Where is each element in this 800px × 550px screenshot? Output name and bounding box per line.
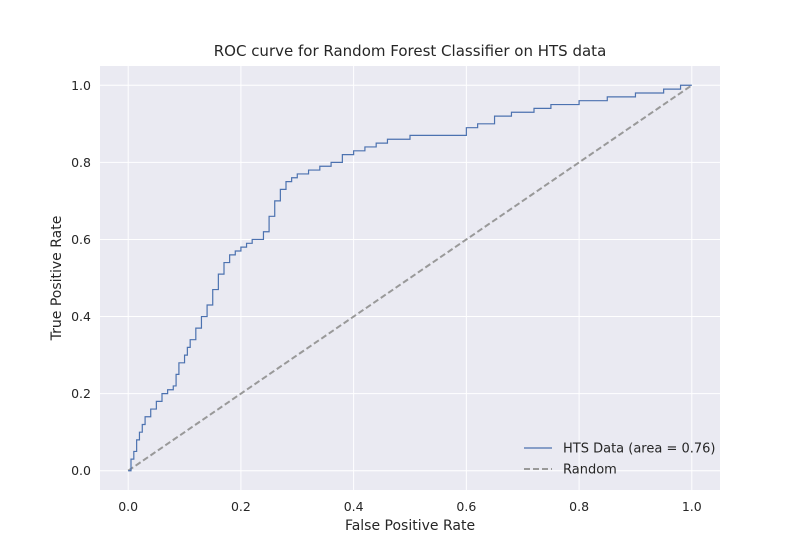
x-tick-label: 0.8	[569, 499, 589, 514]
x-axis-label: False Positive Rate	[345, 518, 475, 534]
series-layer	[127, 84, 693, 472]
legend: HTS Data (area = 0.76) Random	[524, 442, 716, 478]
y-tick-label: 0.6	[71, 232, 91, 247]
y-axis-label: True Positive Rate	[49, 216, 65, 342]
y-tick-label: 0.8	[71, 155, 91, 170]
x-tick-label: 0.2	[231, 499, 251, 514]
y-tick-label: 0.4	[71, 309, 91, 324]
x-tick-label: 0.6	[456, 499, 476, 514]
x-tick-label: 0.4	[344, 499, 364, 514]
y-tick-label: 0.0	[71, 463, 91, 478]
random-baseline-line	[127, 84, 693, 472]
legend-label-random: Random	[563, 463, 617, 478]
chart-title: ROC curve for Random Forest Classifier o…	[214, 42, 607, 60]
y-tick-label: 0.2	[71, 386, 91, 401]
x-tick-label: 0.0	[118, 499, 138, 514]
hts-roc-line	[128, 84, 692, 472]
ticks: 0.0 0.2 0.4 0.6 0.8 1.0 0.0 0.2 0.4 0.6 0.8 1.0	[71, 78, 702, 514]
y-tick-label: 1.0	[71, 78, 91, 93]
legend-label-hts: HTS Data (area = 0.76)	[563, 442, 716, 457]
x-tick-label: 1.0	[682, 499, 702, 514]
